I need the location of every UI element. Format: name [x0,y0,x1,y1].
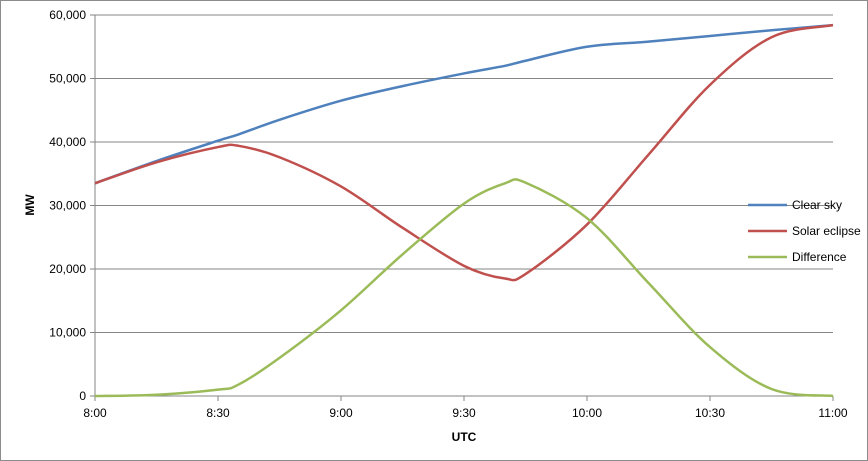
y-tick-label: 20,000 [49,262,86,276]
x-tick-labels: 8:00 8:30 9:00 9:30 10:00 10:30 11:00 [83,406,848,420]
x-tick-label: 9:00 [329,406,353,420]
y-tick-label: 60,000 [49,8,86,22]
x-axis-title: UTC [452,430,477,444]
x-tick-label: 11:00 [818,406,847,420]
series-line-clear-sky [94,23,834,185]
axes [94,15,834,401]
legend-label-difference: Difference [792,250,847,264]
series-line-difference [94,178,834,398]
x-tick-label: 10:30 [695,406,725,420]
y-axis-title: MW [23,194,37,216]
y-tick-label: 30,000 [49,199,86,213]
legend-label-clear-sky: Clear sky [792,198,842,212]
x-tick-label: 9:30 [452,406,476,420]
y-tick-label: 50,000 [49,72,86,86]
y-tick-labels: 0 10,000 20,000 30,000 40,000 50,000 60,000 [49,8,86,403]
series-line-solar-eclipse [94,23,834,282]
x-tick-label: 8:30 [206,406,230,420]
legend: Clear sky Solar eclipse Difference [748,198,861,264]
x-tick-label: 8:00 [83,406,107,420]
y-tick-label: 40,000 [49,135,86,149]
legend-label-solar-eclipse: Solar eclipse [792,224,861,238]
y-tick-label: 0 [79,389,86,403]
series-lines [94,23,834,398]
x-tick-label: 10:00 [572,406,602,420]
y-tick-label: 10,000 [49,326,86,340]
gridlines [90,14,833,397]
